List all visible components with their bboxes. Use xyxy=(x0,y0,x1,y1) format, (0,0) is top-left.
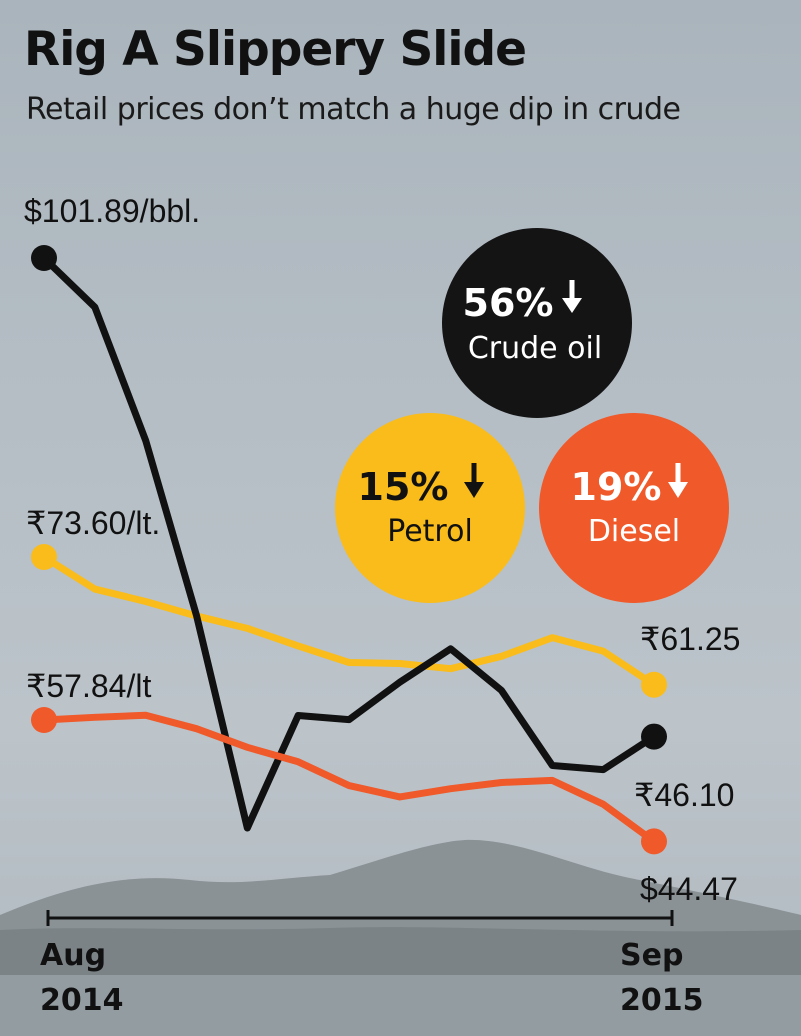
crude-point-1 xyxy=(94,306,96,308)
diesel-point-0 xyxy=(31,707,57,733)
crude-point-3 xyxy=(196,614,197,616)
petrol-point-9 xyxy=(501,655,502,657)
bubble-crude: 56% Crude oil xyxy=(442,228,632,418)
crude-end-label: $44.47 xyxy=(640,871,738,907)
diesel-point-3 xyxy=(196,728,197,730)
diesel-point-1 xyxy=(94,716,96,718)
diesel-point-7 xyxy=(399,796,401,798)
crude-point-5 xyxy=(297,714,299,716)
bubble-crude-pct: 56% xyxy=(463,281,554,325)
x-label-start-year: 2014 xyxy=(40,983,124,1018)
crude-point-0 xyxy=(31,245,57,271)
chart-title: Rig A Slippery Slide xyxy=(24,22,527,77)
diesel-point-5 xyxy=(297,761,299,763)
petrol-start-label: ₹73.60/lt. xyxy=(26,505,160,541)
crude-point-4 xyxy=(246,827,248,829)
petrol-point-5 xyxy=(297,645,299,647)
crude-point-10 xyxy=(551,764,553,766)
diesel-line xyxy=(40,711,658,845)
diesel-end-label: ₹46.10 xyxy=(634,777,734,813)
petrol-point-7 xyxy=(399,663,401,665)
crude-point-9 xyxy=(501,689,502,691)
petrol-point-6 xyxy=(348,661,350,663)
bubble-petrol: 15% Petrol xyxy=(335,413,525,603)
crude-point-7 xyxy=(399,681,401,683)
x-label-end-year: 2015 xyxy=(620,983,704,1018)
petrol-point-2 xyxy=(145,600,147,602)
diesel-point-10 xyxy=(551,779,553,781)
bubble-crude-name: Crude oil xyxy=(468,331,602,366)
x-label-end-month: Sep xyxy=(620,938,683,973)
petrol-point-8 xyxy=(450,668,452,670)
crude-point-2 xyxy=(145,439,147,441)
petrol-point-10 xyxy=(551,637,553,639)
bubble-crude-circle xyxy=(442,228,632,418)
series-lines xyxy=(31,245,667,855)
diesel-point-12 xyxy=(641,828,667,855)
bubble-petrol-name: Petrol xyxy=(387,514,473,549)
petrol-point-4 xyxy=(246,627,248,629)
bubble-petrol-circle xyxy=(335,413,525,603)
petrol-point-1 xyxy=(94,588,96,590)
diesel-point-9 xyxy=(501,781,502,783)
petrol-point-12 xyxy=(641,671,667,698)
petrol-point-0 xyxy=(31,544,57,570)
bubble-petrol-pct: 15% xyxy=(358,465,449,509)
bubble-diesel-pct: 19% xyxy=(571,465,662,509)
diesel-point-8 xyxy=(450,788,452,790)
petrol-line xyxy=(40,553,658,689)
chart-subtitle: Retail prices don’t match a huge dip in … xyxy=(26,92,681,127)
crude-point-11 xyxy=(602,769,604,771)
crude-start-label: $101.89/bbl. xyxy=(24,193,200,229)
diesel-point-6 xyxy=(348,785,350,787)
x-label-start-month: Aug xyxy=(40,938,106,973)
diesel-point-4 xyxy=(246,746,248,748)
crude-point-12 xyxy=(641,723,667,750)
petrol-point-11 xyxy=(602,650,604,652)
diesel-start-label: ₹57.84/lt xyxy=(26,668,151,704)
bubble-diesel-name: Diesel xyxy=(588,514,680,549)
crude-point-8 xyxy=(450,648,452,650)
diesel-point-11 xyxy=(602,803,604,805)
bubble-diesel-circle xyxy=(539,413,729,603)
petrol-end-label: ₹61.25 xyxy=(640,621,740,657)
diesel-point-2 xyxy=(145,714,147,716)
crude-point-6 xyxy=(348,719,350,721)
bubble-diesel: 19% Diesel xyxy=(539,413,729,603)
